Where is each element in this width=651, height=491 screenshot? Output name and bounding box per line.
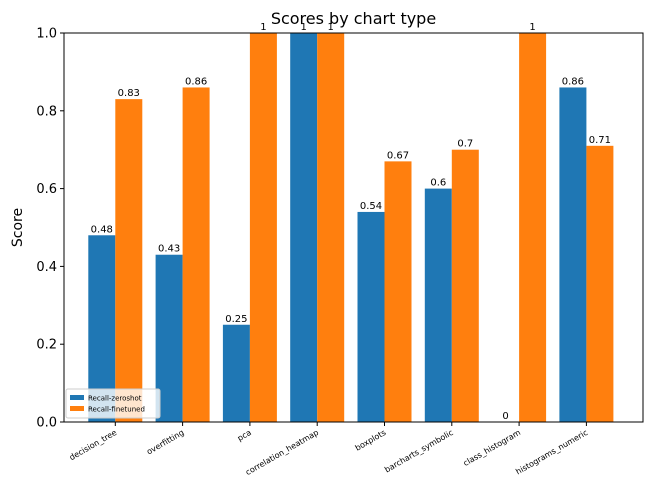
- y-axis: 0.0 0.2 0.4 0.6 0.8 1.0: [36, 27, 64, 431]
- bar-recall-zeroshot-barcharts_symbolic: [424, 188, 452, 422]
- bar-value-label: 0: [502, 411, 508, 422]
- bar-value-label: 0.71: [589, 135, 611, 146]
- x-tick-label: histograms_numeric: [514, 428, 589, 477]
- bar-recall-finetuned-class_histogram: [519, 33, 547, 422]
- x-tick-label: overfitting: [145, 428, 185, 457]
- y-tick-label: 0.4: [36, 260, 57, 275]
- legend-swatch: [70, 395, 84, 400]
- bar-value-label: 0.48: [91, 224, 113, 235]
- bar-recall-zeroshot-pca: [222, 324, 250, 422]
- bar-recall-zeroshot-correlation_heatmap: [290, 33, 318, 422]
- bar-value-label: 1: [328, 22, 334, 33]
- bar-value-label: 0.86: [562, 76, 584, 87]
- y-axis-label: Score: [10, 208, 26, 247]
- bar-value-label: 0.25: [225, 314, 247, 325]
- legend-label: Recall-zeroshot: [88, 395, 142, 403]
- value-labels-layer: 0.48 0.43 0.25 1 0.54 0.6 0 0.86 0.83 0.86 1 1 0.67 0…: [91, 22, 611, 422]
- bar-recall-finetuned-boxplots: [384, 161, 412, 422]
- x-tick-label: class_histogram: [462, 428, 522, 468]
- x-tick-label: decision_tree: [68, 428, 119, 462]
- legend-swatch: [70, 406, 84, 411]
- y-tick-label: 0.8: [36, 104, 57, 119]
- bar-value-label: 0.54: [360, 201, 382, 212]
- bar-value-label: 1: [529, 22, 535, 33]
- bar-recall-finetuned-pca: [249, 33, 277, 422]
- y-tick-label: 1.0: [36, 27, 57, 42]
- bar-value-label: 1: [260, 22, 266, 33]
- bar-value-label: 0.67: [387, 150, 409, 161]
- x-tick-label: boxplots: [354, 428, 388, 453]
- bar-recall-finetuned-histograms_numeric: [586, 145, 614, 422]
- legend: Recall-zeroshot Recall-finetuned: [65, 388, 161, 419]
- y-tick-label: 0.6: [36, 182, 57, 197]
- x-tick-label: pca: [236, 428, 253, 443]
- bar-recall-finetuned-decision_tree: [115, 99, 143, 422]
- y-tick-label: 0.0: [36, 416, 57, 431]
- bar-recall-zeroshot-boxplots: [357, 211, 385, 422]
- x-tick-label: barcharts_symbolic: [383, 428, 455, 475]
- legend-box: [65, 388, 161, 419]
- plot-frame: [63, 32, 644, 423]
- bar-recall-finetuned-correlation_heatmap: [317, 33, 345, 422]
- bar-recall-zeroshot-histograms_numeric: [559, 87, 587, 423]
- bar-value-label: 0.86: [185, 76, 207, 87]
- chart-title: Scores by chart type: [271, 9, 436, 28]
- bar-recall-finetuned-barcharts_symbolic: [451, 149, 479, 422]
- x-axis: decision_tree overfitting pcacorrelation_h…: [68, 422, 589, 477]
- y-tick-label: 0.2: [36, 338, 57, 353]
- bar-value-label: 0.7: [457, 139, 473, 150]
- legend-items: Recall-zeroshot Recall-finetuned: [70, 395, 145, 414]
- legend-label: Recall-finetuned: [88, 406, 145, 414]
- bar-value-label: 1: [301, 22, 307, 33]
- bar-value-label: 0.43: [158, 244, 180, 255]
- x-tick-label: correlation_heatmap: [244, 428, 320, 477]
- bar-value-label: 0.6: [430, 178, 446, 189]
- bar-value-label: 0.83: [118, 88, 140, 99]
- bars-layer: [88, 33, 614, 423]
- bar-recall-finetuned-overfitting: [182, 87, 210, 423]
